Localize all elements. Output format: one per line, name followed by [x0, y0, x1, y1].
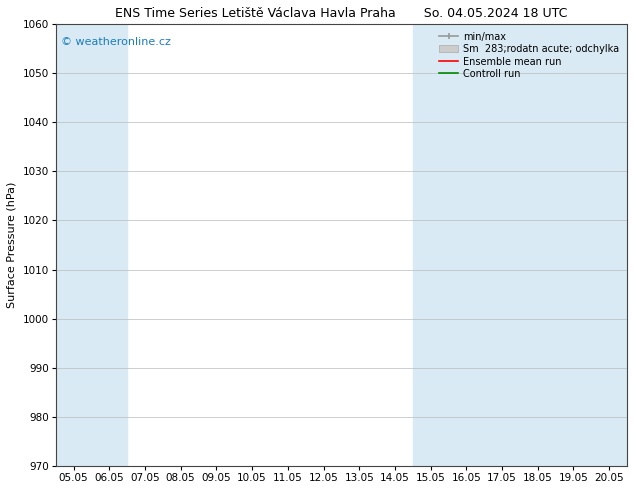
- Bar: [56, 24, 127, 466]
- Legend: min/max, Sm  283;rodatn acute; odchylka, Ensemble mean run, Controll run: min/max, Sm 283;rodatn acute; odchylka, …: [436, 29, 622, 82]
- Bar: [413, 24, 520, 466]
- Bar: [520, 24, 627, 466]
- Text: © weatheronline.cz: © weatheronline.cz: [61, 37, 171, 47]
- Y-axis label: Surface Pressure (hPa): Surface Pressure (hPa): [7, 182, 17, 308]
- Title: ENS Time Series Letiště Václava Havla Praha       So. 04.05.2024 18 UTC: ENS Time Series Letiště Václava Havla Pr…: [115, 7, 567, 20]
